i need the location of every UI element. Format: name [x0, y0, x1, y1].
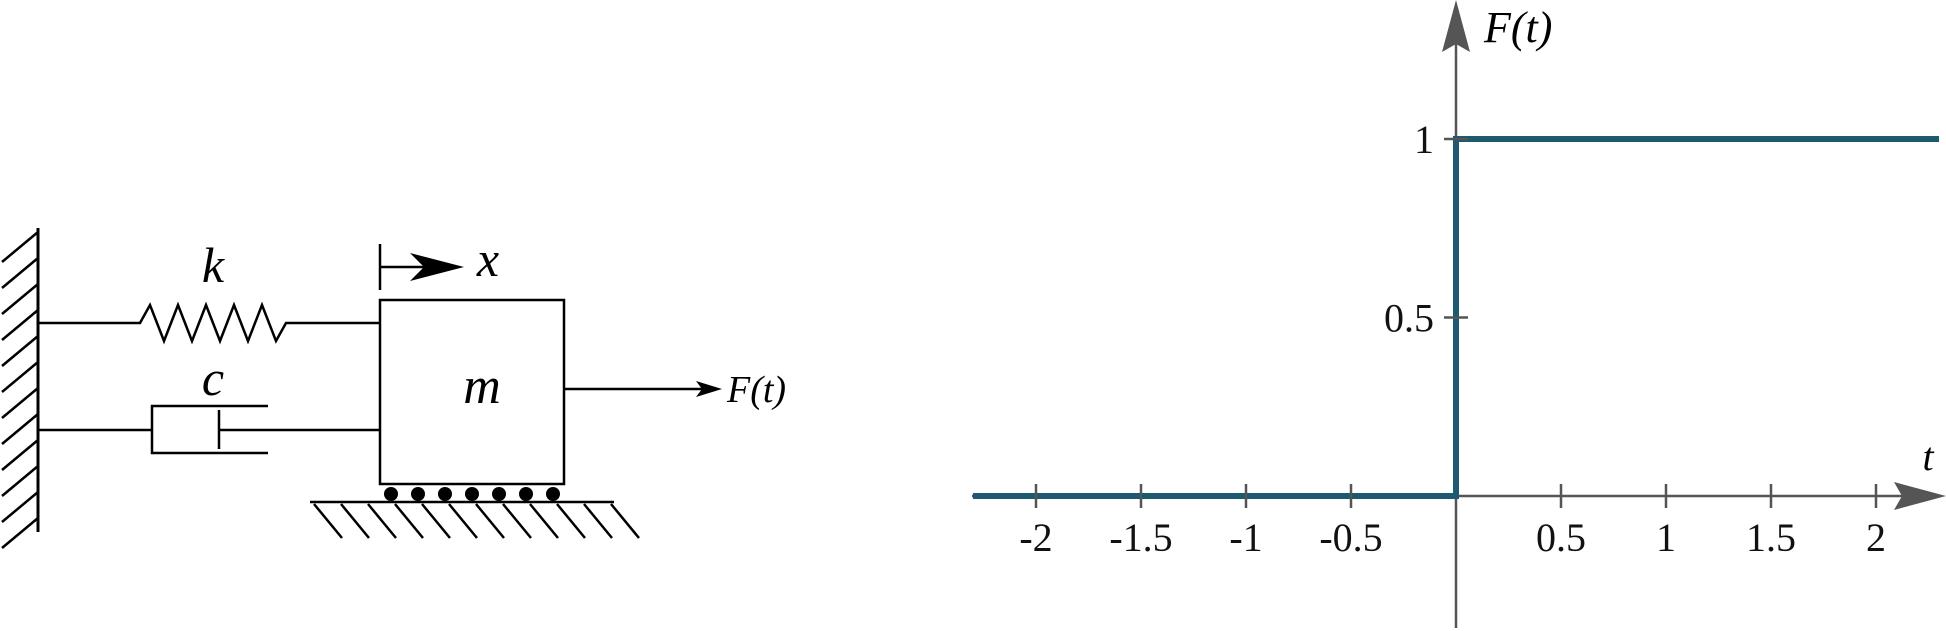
spring — [38, 301, 380, 345]
x-tick-label: -0.5 — [1319, 515, 1382, 560]
y-axis-arrowhead — [1442, 0, 1470, 52]
x-tick-label: 1 — [1656, 515, 1676, 560]
y-tick-label: 1 — [1414, 117, 1434, 162]
mass-spring-damper-diagram: k c m — [1, 228, 786, 549]
force-label: F(t) — [726, 369, 786, 411]
x-tick-label: -1 — [1229, 515, 1262, 560]
y-axis-label: F(t) — [1483, 3, 1552, 52]
x-tick-label: 1.5 — [1746, 515, 1796, 560]
x-axis-arrowhead — [1894, 482, 1946, 510]
x-tick-label: -1.5 — [1109, 515, 1172, 560]
ground — [310, 500, 640, 539]
x-axis-label: t — [1922, 434, 1934, 479]
y-tick-label: 0.5 — [1384, 296, 1434, 341]
displacement-label: x — [476, 231, 499, 287]
damper-label: c — [202, 350, 224, 406]
chart-ticks: -2 -1.5 -1 -0.5 0.5 1 1.5 2 0.5 1 — [1019, 117, 1886, 560]
rollers — [384, 487, 560, 501]
mass-block — [378, 298, 566, 486]
x-tick-label: -2 — [1019, 515, 1052, 560]
force-arrow — [564, 381, 722, 397]
displacement-arrow — [378, 244, 464, 290]
damper — [38, 404, 380, 455]
x-tick-label: 2 — [1866, 515, 1886, 560]
x-tick-label: 0.5 — [1536, 515, 1586, 560]
spring-label: k — [202, 237, 225, 293]
mass-label: m — [463, 358, 501, 415]
fixed-wall — [1, 228, 40, 549]
